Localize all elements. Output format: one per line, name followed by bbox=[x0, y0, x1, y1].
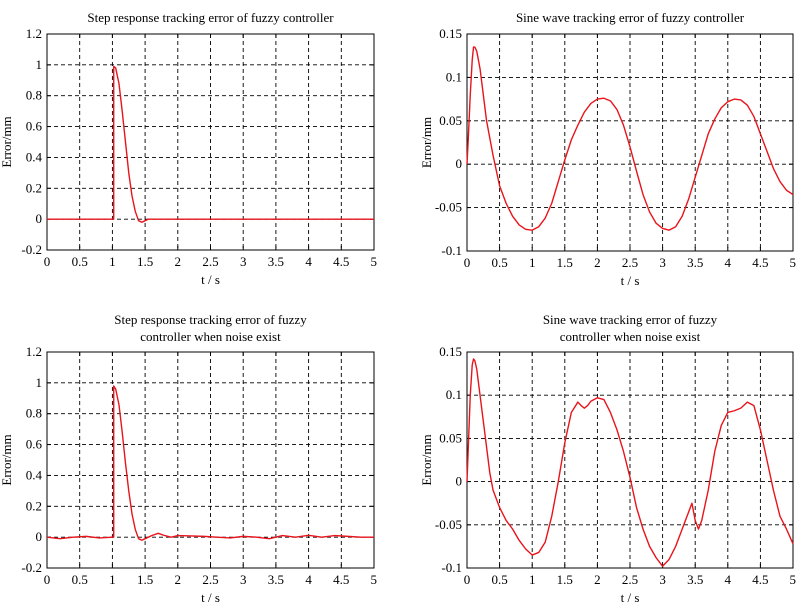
y-tick-label: 0.4 bbox=[26, 467, 43, 482]
y-tick-label: 0.6 bbox=[26, 119, 43, 134]
y-axis-label: Error/mm bbox=[0, 434, 14, 485]
y-tick-label: 0.1 bbox=[446, 387, 462, 402]
x-tick-label: 5 bbox=[371, 572, 378, 587]
y-tick-label: 0.4 bbox=[26, 149, 43, 164]
y-tick-label: 0.2 bbox=[26, 498, 42, 513]
y-tick-label: 0 bbox=[456, 474, 463, 489]
x-tick-label: 1.5 bbox=[137, 572, 153, 587]
x-axis-label: t / s bbox=[621, 273, 640, 288]
chart-title: Step response tracking error of fuzzy co… bbox=[87, 10, 334, 25]
chart-2: Sine wave tracking error of fuzzy contro… bbox=[419, 10, 796, 288]
x-tick-label: 0.5 bbox=[491, 572, 507, 587]
y-tick-label: -0.2 bbox=[21, 242, 42, 257]
series-line bbox=[47, 65, 374, 223]
x-tick-label: 2 bbox=[175, 254, 182, 269]
x-tick-label: 4 bbox=[725, 255, 732, 270]
series-line bbox=[466, 358, 794, 567]
chart-title: controller when noise exist bbox=[140, 329, 281, 344]
y-tick-label: -0.1 bbox=[441, 560, 462, 575]
x-tick-label: 4.5 bbox=[752, 255, 768, 270]
x-axis-label: t / s bbox=[621, 590, 640, 605]
y-axis-label: Error/mm bbox=[419, 434, 434, 485]
x-tick-label: 4 bbox=[725, 572, 732, 587]
x-tick-label: 0.5 bbox=[72, 254, 88, 269]
x-axis-label: t / s bbox=[201, 272, 220, 287]
chart-1: Step response tracking error of fuzzy co… bbox=[0, 10, 377, 287]
x-tick-label: 2.5 bbox=[622, 255, 638, 270]
x-tick-label: 5 bbox=[790, 255, 797, 270]
x-tick-label: 0 bbox=[464, 572, 471, 587]
x-tick-label: 2.5 bbox=[622, 572, 638, 587]
x-tick-label: 1.5 bbox=[137, 254, 153, 269]
series-line bbox=[46, 385, 374, 541]
y-tick-label: 0.8 bbox=[26, 88, 42, 103]
x-tick-label: 4 bbox=[305, 572, 312, 587]
y-tick-label: 0.1 bbox=[446, 69, 462, 84]
y-tick-label: 0.15 bbox=[439, 344, 462, 359]
x-tick-label: 1.5 bbox=[557, 572, 573, 587]
x-tick-label: 1 bbox=[109, 572, 116, 587]
x-tick-label: 0 bbox=[44, 572, 51, 587]
chart-title: controller when noise exist bbox=[560, 329, 701, 344]
y-tick-label: -0.05 bbox=[435, 517, 462, 532]
y-tick-label: 1.2 bbox=[26, 344, 42, 359]
chart-title: Sine wave tracking error of fuzzy bbox=[543, 312, 718, 327]
y-tick-label: 0 bbox=[36, 529, 43, 544]
y-tick-label: -0.1 bbox=[441, 243, 462, 258]
y-tick-label: 0 bbox=[456, 156, 463, 171]
x-tick-label: 4.5 bbox=[752, 572, 768, 587]
y-tick-label: 0.8 bbox=[26, 406, 42, 421]
x-tick-label: 0 bbox=[464, 255, 471, 270]
x-tick-label: 5 bbox=[371, 254, 378, 269]
x-tick-label: 4 bbox=[305, 254, 312, 269]
y-tick-label: -0.05 bbox=[435, 200, 462, 215]
y-tick-label: 0.2 bbox=[26, 180, 42, 195]
y-tick-label: 0.6 bbox=[26, 437, 43, 452]
chart-4: Sine wave tracking error of fuzzy control… bbox=[419, 312, 796, 605]
y-tick-label: 1 bbox=[36, 57, 43, 72]
y-axis-label: Error/mm bbox=[419, 117, 434, 168]
x-tick-label: 1 bbox=[529, 572, 536, 587]
y-tick-label: 1.2 bbox=[26, 26, 42, 41]
x-tick-label: 0.5 bbox=[72, 572, 88, 587]
x-tick-label: 2.5 bbox=[202, 254, 218, 269]
x-tick-label: 4.5 bbox=[333, 254, 349, 269]
x-tick-label: 1.5 bbox=[557, 255, 573, 270]
y-tick-label: 0.05 bbox=[439, 430, 462, 445]
x-tick-label: 5 bbox=[790, 572, 797, 587]
y-tick-label: 0.05 bbox=[439, 113, 462, 128]
x-tick-label: 3.5 bbox=[268, 572, 284, 587]
x-tick-label: 3.5 bbox=[687, 255, 703, 270]
x-tick-label: 2 bbox=[594, 572, 601, 587]
chart-title: Step response tracking error of fuzzy bbox=[114, 312, 307, 327]
x-tick-label: 2 bbox=[175, 572, 182, 587]
series-line bbox=[466, 46, 794, 231]
x-tick-label: 1 bbox=[109, 254, 116, 269]
y-tick-label: 0 bbox=[36, 211, 43, 226]
x-tick-label: 3.5 bbox=[687, 572, 703, 587]
x-tick-label: 2.5 bbox=[202, 572, 218, 587]
chart-3: Step response tracking error of fuzzy con… bbox=[0, 312, 377, 605]
x-tick-label: 2 bbox=[594, 255, 601, 270]
x-tick-label: 3.5 bbox=[268, 254, 284, 269]
y-tick-label: 0.15 bbox=[439, 26, 462, 41]
x-tick-label: 0 bbox=[44, 254, 51, 269]
x-tick-label: 3 bbox=[240, 572, 247, 587]
x-tick-label: 3 bbox=[659, 255, 666, 270]
x-axis-label: t / s bbox=[201, 590, 220, 605]
x-tick-label: 3 bbox=[240, 254, 247, 269]
x-tick-label: 3 bbox=[659, 572, 666, 587]
y-tick-label: -0.2 bbox=[21, 560, 42, 575]
y-tick-label: 1 bbox=[36, 375, 43, 390]
x-tick-label: 4.5 bbox=[333, 572, 349, 587]
chart-title: Sine wave tracking error of fuzzy contro… bbox=[516, 10, 745, 25]
x-tick-label: 0.5 bbox=[491, 255, 507, 270]
x-tick-label: 1 bbox=[529, 255, 536, 270]
y-axis-label: Error/mm bbox=[0, 116, 14, 167]
